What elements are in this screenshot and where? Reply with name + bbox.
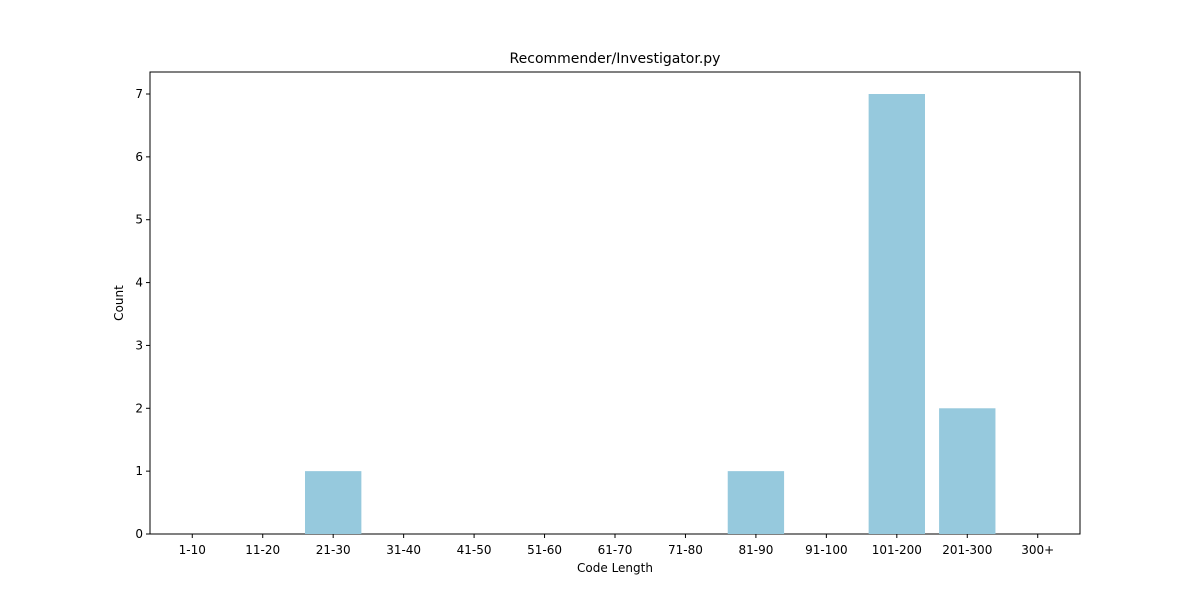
x-tick-label: 51-60 [527, 543, 562, 557]
bar-201-300 [939, 408, 996, 534]
y-tick-label: 5 [135, 213, 143, 227]
y-tick-label: 3 [135, 338, 143, 352]
x-tick-label: 21-30 [316, 543, 351, 557]
x-tick-label: 31-40 [386, 543, 421, 557]
x-tick-label: 71-80 [668, 543, 703, 557]
x-axis: 1-10 11-20 21-30 31-40 41-50 51-60 61-70 71-80 8… [179, 534, 1054, 557]
y-axis: 0 1 2 3 4 5 6 7 [135, 87, 150, 541]
x-tick-label: 41-50 [457, 543, 492, 557]
x-tick-label: 91-100 [805, 543, 848, 557]
y-tick-label: 4 [135, 276, 143, 290]
y-tick-label: 2 [135, 401, 143, 415]
bar-101-200 [868, 94, 925, 534]
bar-81-90 [727, 471, 785, 534]
y-tick-label: 1 [135, 464, 143, 478]
x-tick-label: 61-70 [598, 543, 633, 557]
bar-21-30 [305, 471, 362, 534]
x-tick-label: 300+ [1021, 543, 1054, 557]
x-tick-label: 201-300 [942, 543, 992, 557]
x-axis-title: Code Length [577, 561, 653, 575]
x-tick-label: 101-200 [872, 543, 922, 557]
x-tick-label: 11-20 [245, 543, 280, 557]
x-tick-label: 1-10 [179, 543, 206, 557]
x-tick-label: 81-90 [738, 543, 773, 557]
y-tick-label: 7 [135, 87, 143, 101]
y-axis-title: Count [112, 285, 126, 321]
bars-group [305, 94, 996, 534]
y-tick-label: 0 [135, 527, 143, 541]
y-tick-label: 6 [135, 150, 143, 164]
chart-title: Recommender/Investigator.py [510, 51, 721, 67]
